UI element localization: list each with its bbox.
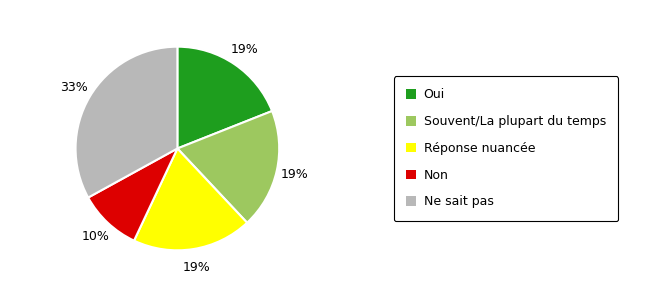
Text: 33%: 33% (60, 81, 88, 94)
Wedge shape (134, 148, 247, 250)
Text: 19%: 19% (182, 261, 210, 274)
Legend: Oui, Souvent/La plupart du temps, Réponse nuancée, Non, Ne sait pas: Oui, Souvent/La plupart du temps, Répons… (394, 76, 618, 221)
Text: 19%: 19% (281, 168, 309, 181)
Wedge shape (76, 47, 177, 198)
Wedge shape (177, 47, 272, 148)
Text: 19%: 19% (231, 43, 259, 56)
Text: 10%: 10% (81, 230, 109, 243)
Wedge shape (177, 111, 279, 223)
Wedge shape (88, 148, 177, 241)
